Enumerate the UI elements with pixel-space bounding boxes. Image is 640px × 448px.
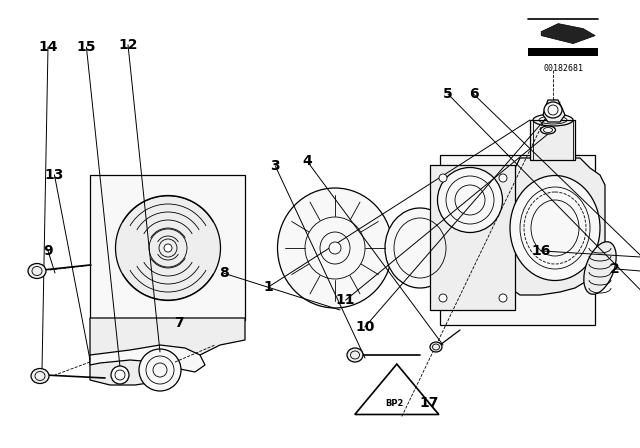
Ellipse shape [278,188,392,308]
Text: 7: 7 [174,315,184,330]
Text: 15: 15 [77,40,96,54]
Bar [430,165,515,310]
Ellipse shape [544,102,562,118]
Text: 4: 4 [302,154,312,168]
Text: 11: 11 [336,293,355,307]
Bar [528,47,598,56]
Ellipse shape [28,263,46,279]
Ellipse shape [31,369,49,383]
Ellipse shape [439,294,447,302]
Text: 2: 2 [609,262,620,276]
Text: 14: 14 [38,40,58,54]
Text: BP2: BP2 [386,399,404,408]
Text: 9: 9 [43,244,53,258]
Polygon shape [90,318,245,385]
Ellipse shape [499,174,507,182]
Ellipse shape [115,195,221,301]
Polygon shape [541,24,595,43]
Ellipse shape [139,349,181,391]
Text: 3: 3 [270,159,280,173]
Ellipse shape [439,174,447,182]
Bar [90,175,245,320]
Text: 1: 1 [264,280,274,294]
Text: 8: 8 [219,266,229,280]
Ellipse shape [499,294,507,302]
Ellipse shape [584,242,616,294]
Ellipse shape [430,342,442,352]
Bar [530,120,575,160]
Text: 00182681: 00182681 [543,64,583,73]
Text: 17: 17 [419,396,438,410]
Ellipse shape [329,242,341,254]
Polygon shape [90,345,205,372]
Text: 13: 13 [45,168,64,182]
Polygon shape [505,158,605,295]
Text: 16: 16 [531,244,550,258]
Bar [440,155,595,325]
Polygon shape [543,100,565,122]
Text: 10: 10 [355,320,374,334]
Text: 5: 5 [443,87,453,101]
Text: 12: 12 [118,38,138,52]
Ellipse shape [385,208,455,288]
Ellipse shape [510,176,600,280]
Ellipse shape [541,126,556,134]
Text: 6: 6 [468,87,479,101]
Ellipse shape [438,168,502,233]
Ellipse shape [164,244,172,252]
Ellipse shape [111,366,129,384]
Ellipse shape [347,348,363,362]
